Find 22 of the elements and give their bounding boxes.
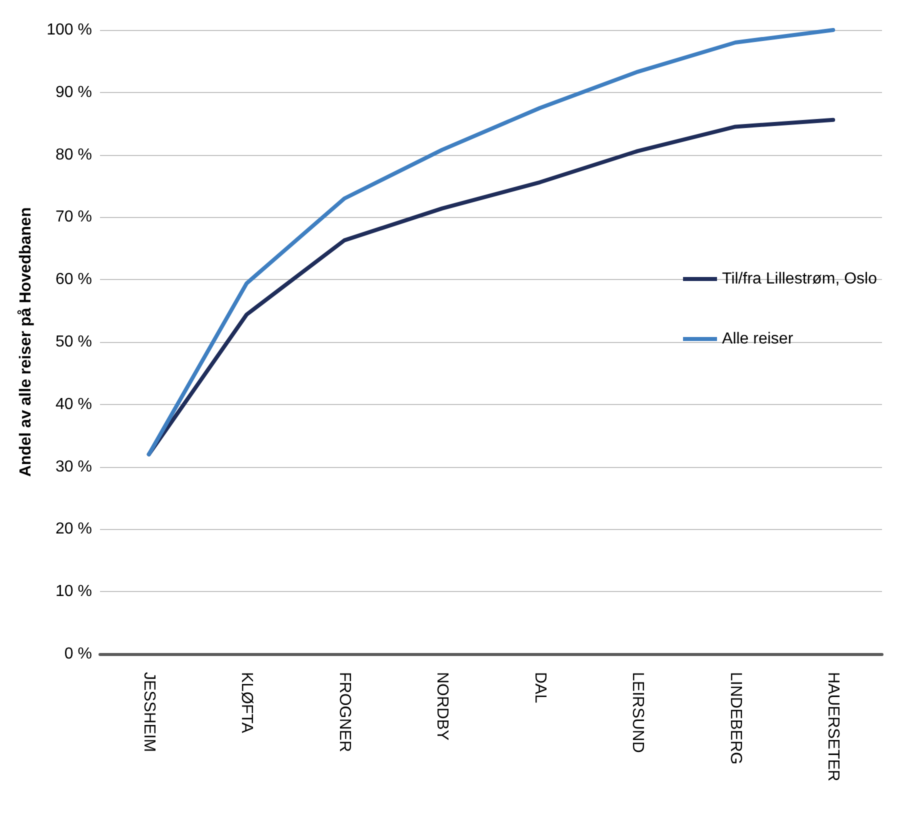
x-tick-label: FROGNER bbox=[336, 672, 353, 752]
x-tick-label: DAL bbox=[531, 672, 548, 704]
y-tick-label: 70 % bbox=[56, 208, 92, 226]
y-tick-label: 50 % bbox=[56, 334, 92, 350]
legend-label: Til/fra Lillestrøm, Oslo bbox=[722, 270, 878, 288]
x-tick-label: NORDBY bbox=[434, 672, 451, 741]
x-tick-label: JESSHEIM bbox=[140, 672, 158, 752]
y-tick-label: 10 % bbox=[56, 583, 92, 600]
x-tick-label: HAUERSETER bbox=[824, 672, 842, 782]
y-tick-label: 60 % bbox=[56, 271, 92, 288]
y-tick-label: 0 % bbox=[64, 646, 92, 662]
x-tick-label: LINDEBERG bbox=[726, 672, 744, 764]
y-tick-label: 40 % bbox=[56, 396, 92, 413]
legend-label: Alle reiser bbox=[722, 330, 794, 348]
y-tick-label: 90 % bbox=[56, 84, 92, 101]
y-tick-label: 80 % bbox=[56, 146, 92, 164]
x-tick-label: LEIRSUND bbox=[629, 672, 646, 753]
x-tick-label: KLØFTA bbox=[238, 672, 256, 734]
y-tick-label: 20 % bbox=[56, 520, 92, 538]
y-tick-label: 30 % bbox=[56, 458, 92, 476]
y-axis-title: Andel av alle reiser på Hovedbanen bbox=[16, 207, 34, 477]
y-tick-label: 100 % bbox=[46, 22, 92, 38]
